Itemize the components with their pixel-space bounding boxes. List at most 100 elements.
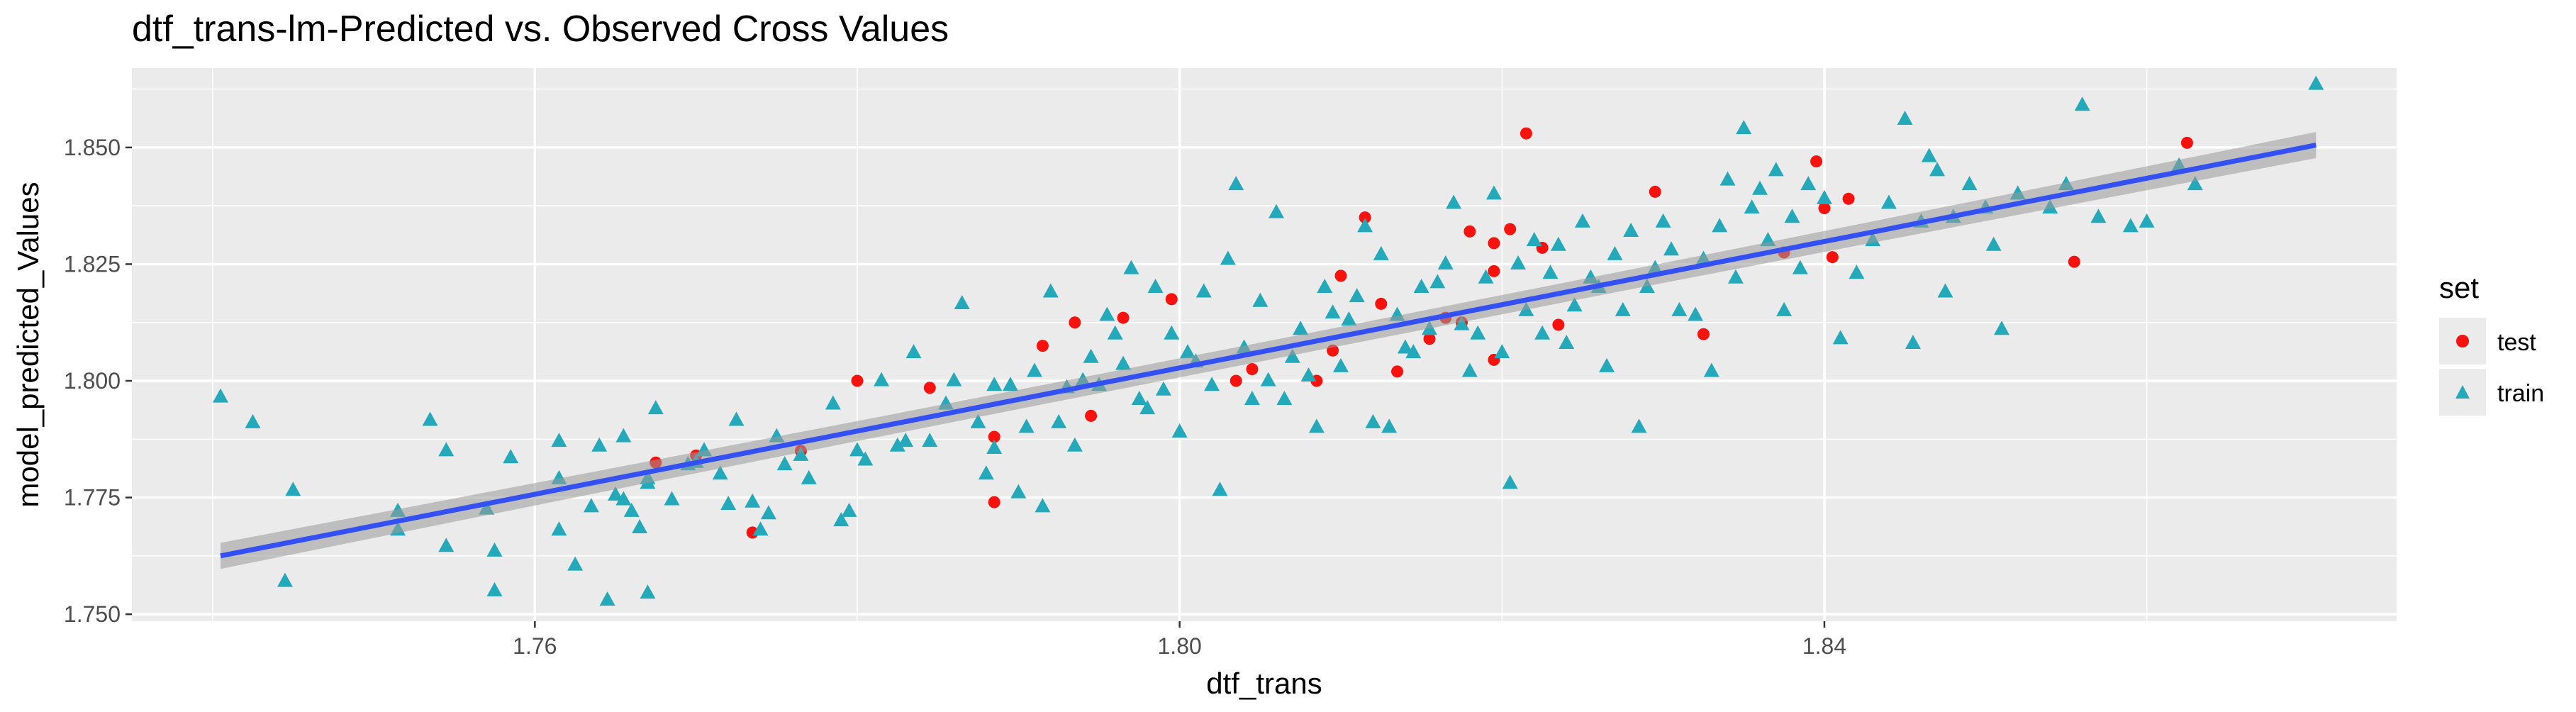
x-tick-label: 1.76	[513, 633, 557, 659]
point-train	[1357, 218, 1373, 233]
point-train	[1164, 325, 1180, 340]
point-train	[1195, 283, 1212, 298]
point-test	[1230, 374, 1242, 387]
point-train	[793, 446, 809, 461]
point-test	[2180, 136, 2193, 149]
chart-title: dtf_trans-lm-Predicted vs. Observed Cros…	[132, 9, 949, 50]
point-train	[1703, 362, 1719, 377]
point-train	[1671, 301, 1688, 316]
point-train	[640, 584, 656, 599]
point-train	[1744, 199, 1760, 214]
point-train	[1204, 377, 1220, 391]
point-train	[1574, 213, 1590, 228]
point-train	[213, 388, 229, 403]
point-train	[1083, 348, 1099, 363]
point-test	[1488, 237, 1500, 250]
legend-marker-train	[2455, 385, 2470, 399]
point-train	[1663, 241, 1680, 256]
point-train	[1559, 334, 1575, 349]
point-train	[1776, 301, 1792, 316]
point-test	[1488, 265, 1500, 277]
point-train	[438, 538, 455, 552]
point-train	[1066, 437, 1083, 452]
point-train	[1905, 334, 1922, 349]
point-train	[752, 521, 769, 536]
point-train	[1752, 180, 1768, 195]
point-train	[857, 451, 874, 466]
point-train	[1260, 372, 1276, 386]
point-train	[1405, 344, 1422, 359]
point-test	[1697, 328, 1710, 340]
point-train	[825, 395, 841, 410]
point-train	[1712, 218, 1728, 233]
point-train	[1688, 306, 1704, 321]
point-train	[1470, 325, 1486, 340]
point-test	[1117, 311, 1130, 324]
point-test	[2068, 255, 2080, 268]
point-train	[591, 437, 608, 452]
point-train	[1284, 348, 1300, 363]
point-train	[632, 518, 648, 533]
x-tick-label: 1.80	[1158, 633, 1202, 659]
point-train	[1534, 325, 1551, 340]
point-train	[1921, 148, 1937, 162]
point-train	[422, 411, 438, 426]
point-test	[1246, 363, 1259, 376]
point-train	[1293, 321, 1309, 335]
point-train	[1107, 325, 1123, 340]
point-train	[615, 428, 632, 443]
point-train	[1526, 232, 1542, 247]
point-train	[1607, 245, 1623, 260]
point-train	[647, 400, 664, 415]
point-train	[285, 482, 301, 496]
point-train	[1244, 390, 1260, 405]
point-train	[1035, 498, 1051, 513]
point-test	[1504, 223, 1517, 235]
point-train	[1341, 311, 1357, 326]
point-train	[277, 572, 293, 587]
point-train	[1994, 321, 2010, 335]
point-test	[1375, 297, 1388, 310]
x-axis-title: dtf_trans	[1206, 667, 1322, 700]
point-test	[1085, 409, 1098, 422]
point-train	[2308, 75, 2324, 90]
point-train	[486, 542, 503, 557]
point-train	[1002, 377, 1018, 391]
point-train	[1816, 189, 1832, 204]
point-train	[1228, 176, 1244, 191]
legend: set test train	[2439, 271, 2544, 416]
point-train	[583, 498, 599, 513]
point-test	[1334, 269, 1347, 282]
point-train	[2090, 208, 2107, 223]
point-train	[712, 465, 728, 480]
point-train	[1051, 413, 1067, 428]
point-train	[551, 521, 567, 536]
point-train	[1042, 283, 1059, 298]
point-train	[1784, 208, 1800, 223]
point-train	[1494, 344, 1510, 359]
point-train	[720, 496, 737, 511]
point-train	[833, 512, 849, 527]
y-tick-label: 1.825	[64, 251, 121, 277]
point-train	[986, 377, 1003, 391]
point-train	[2187, 176, 2203, 191]
legend-marker-test	[2456, 335, 2469, 347]
point-train	[1010, 484, 1027, 499]
point-train	[1131, 390, 1147, 405]
point-train	[801, 469, 817, 484]
y-tick-label: 1.800	[64, 368, 121, 394]
point-train	[2122, 218, 2139, 233]
point-train	[874, 372, 890, 386]
point-train	[1550, 236, 1566, 251]
point-train	[745, 493, 761, 508]
y-tick-label: 1.850	[64, 135, 121, 160]
point-train	[1800, 176, 1817, 191]
point-train	[503, 449, 519, 464]
point-test	[1826, 251, 1839, 264]
point-train	[1985, 236, 2002, 251]
point-test	[851, 374, 864, 387]
point-train	[245, 413, 261, 428]
legend-title: set	[2439, 271, 2479, 304]
point-test	[1165, 293, 1178, 306]
point-train	[1849, 265, 1865, 279]
